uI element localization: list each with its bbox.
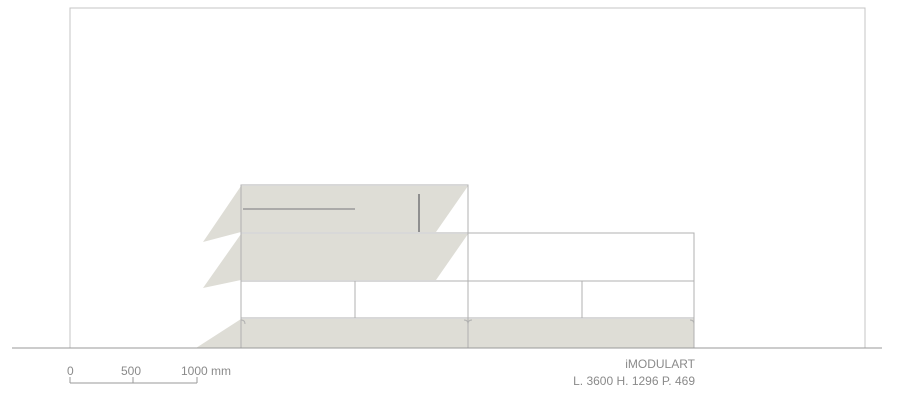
shadow-top-module [203,186,468,242]
leg-foot-left [240,319,246,325]
scale-label-500: 500 [121,364,142,378]
product-dimensions: L. 3600 H. 1296 P. 469 [573,374,695,388]
scale-label-0: 0 [67,364,74,378]
furniture-outline [240,184,695,348]
leg-foot-middle [463,319,473,325]
product-name: iMODULART [625,357,695,371]
scale-bar [69,377,198,384]
scale-label-1000: 1000 mm [181,364,232,378]
leg-foot-right [689,319,695,325]
module-middle-right [467,232,695,282]
shadow-fill [196,186,694,348]
shadow-base [196,319,694,348]
shadow-middle-module [203,234,468,288]
